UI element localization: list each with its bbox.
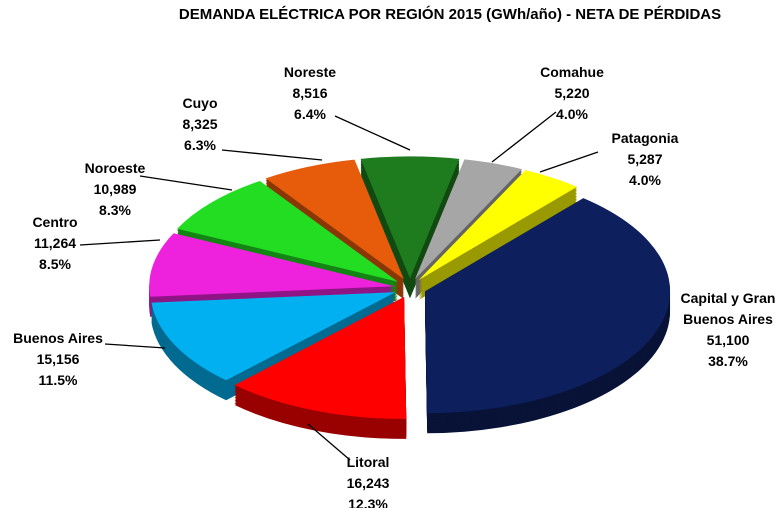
label-category: Patagonia: [611, 130, 679, 146]
leader-line: [139, 175, 233, 191]
label-value: 15,156: [36, 351, 80, 367]
label-value: 11,264: [33, 235, 77, 251]
chart-title: DEMANDA ELÉCTRICA POR REGIÓN 2015 (GWh/a…: [178, 6, 722, 23]
slice: [415, 159, 522, 279]
label-value: 5,220: [554, 85, 590, 101]
slice: [234, 296, 407, 419]
slice-group: [360, 156, 460, 299]
label-category: Litoral: [346, 454, 390, 470]
data-label: Buenos Aires 15,156 11.5%: [13, 328, 103, 391]
leader-line: [221, 149, 323, 161]
label-category: Noroeste: [84, 160, 146, 176]
slice-group: [149, 233, 395, 317]
data-label: Centro 11,264 8.5%: [32, 212, 77, 275]
label-percent: 8.5%: [39, 256, 71, 272]
leader-line: [104, 343, 166, 349]
leader-line: [334, 115, 411, 151]
label-category: Noreste: [283, 64, 337, 80]
slice: [265, 159, 404, 280]
label-category: Comahue: [540, 64, 604, 80]
label-percent: 4.0%: [556, 106, 588, 122]
data-label: Comahue 5,220 4.0%: [540, 62, 604, 125]
label-value: 16,243: [346, 475, 390, 491]
slice: [149, 233, 395, 297]
label-value: 5,287: [627, 151, 663, 167]
data-label: Litoral 16,243 12.3%: [347, 452, 390, 508]
leader-line: [79, 239, 161, 246]
slice-group: [151, 292, 396, 401]
label-value: 8,516: [292, 85, 328, 101]
leader-line: [539, 151, 599, 173]
label-category: Buenos Aires: [13, 330, 103, 346]
slice: [425, 198, 671, 414]
label-value: 8,325: [182, 116, 218, 132]
label-category: Capital y Gran Buenos Aires: [680, 290, 776, 327]
label-value: 10,989: [93, 181, 137, 197]
data-label: Noroeste 10,989 8.3%: [85, 158, 146, 221]
label-value: 51,100: [706, 332, 750, 348]
label-percent: 8.3%: [99, 202, 131, 218]
label-percent: 12.3%: [348, 496, 388, 508]
slice: [418, 170, 577, 280]
label-percent: 38.7%: [708, 353, 748, 369]
label-percent: 4.0%: [629, 172, 661, 188]
label-percent: 11.5%: [38, 372, 78, 388]
slice-group: [425, 198, 671, 434]
slice: [360, 156, 460, 279]
data-label: Cuyo 8,325 6.3%: [182, 93, 217, 156]
slice: [151, 292, 396, 381]
data-label: Capital y Gran Buenos Aires 51,100 38.7%: [672, 288, 784, 372]
label-percent: 6.3%: [184, 137, 216, 153]
slice: [177, 180, 398, 282]
label-category: Cuyo: [182, 95, 218, 111]
label-category: Centro: [32, 214, 78, 230]
leader-line: [491, 111, 557, 163]
data-label: Noreste 8,516 6.4%: [284, 62, 336, 125]
slice-group: [177, 180, 398, 302]
slice-group: [234, 296, 407, 439]
label-percent: 6.4%: [294, 106, 326, 122]
data-label: Patagonia 5,287 4.0%: [612, 128, 679, 191]
leader-line: [307, 423, 351, 461]
